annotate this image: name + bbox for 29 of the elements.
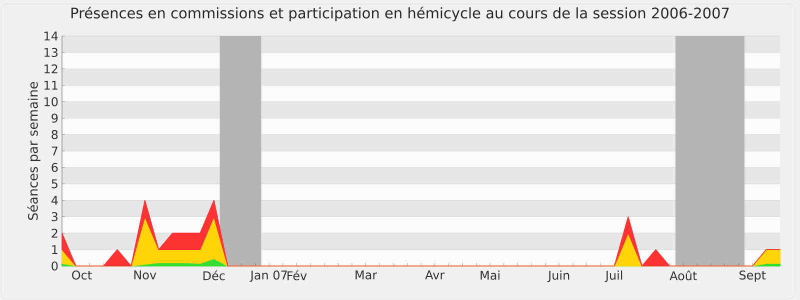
y-tick-label: 5 — [52, 179, 58, 188]
x-tick-label: Mar — [356, 270, 378, 280]
y-tick-label: 6 — [52, 162, 58, 172]
x-tick-label: Avr — [425, 270, 445, 280]
y-tick-label: 13 — [44, 48, 58, 57]
y-tick-label: 8 — [52, 130, 58, 140]
y-axis-title: Séances par semaine — [27, 82, 40, 220]
x-tick-label: Juin — [547, 270, 570, 282]
x-tick-label: Jan 07 — [250, 270, 287, 282]
x-tick-label: Nov — [134, 270, 156, 280]
y-tick-label: 0 — [52, 261, 58, 271]
y-tick-label: 4 — [51, 196, 58, 205]
y-tick-label: 3 — [52, 212, 58, 222]
x-tick-label: Mai — [480, 270, 500, 280]
x-tick-label: Août — [670, 270, 697, 280]
x-tick-label: Juil — [604, 270, 622, 282]
y-tick-label: 10 — [44, 97, 58, 106]
y-tick-label: 2 — [52, 228, 58, 238]
x-tick-label: Sept — [740, 270, 766, 282]
y-tick-label: 9 — [52, 114, 58, 123]
y-tick-label: 12 — [44, 64, 58, 74]
y-tick-label: 11 — [44, 80, 58, 90]
x-tick-label: Fév — [288, 270, 307, 280]
chart-title: Présences en commissions et participation en hémicycle au cours de la session 2006-2007 — [71, 6, 729, 22]
x-tick-label: Déc — [203, 270, 225, 280]
y-tick-label: 7 — [52, 146, 58, 156]
x-tick-label: Oct — [72, 270, 92, 280]
y-tick-label: 1 — [52, 245, 58, 254]
y-tick-label: 14 — [44, 32, 58, 40]
